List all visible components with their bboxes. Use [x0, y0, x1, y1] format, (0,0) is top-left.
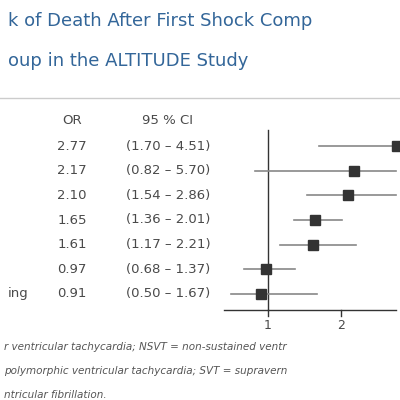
Text: ntricular fibrillation.: ntricular fibrillation.: [4, 390, 107, 400]
Text: (0.82 – 5.70): (0.82 – 5.70): [126, 164, 210, 177]
Text: 1.65: 1.65: [57, 214, 87, 226]
Text: 1: 1: [264, 319, 272, 332]
Text: oup in the ALTITUDE Study: oup in the ALTITUDE Study: [8, 52, 248, 70]
Text: 2.77: 2.77: [57, 140, 87, 153]
Text: 2: 2: [337, 319, 345, 332]
Text: 1.61: 1.61: [57, 238, 87, 251]
Text: OR: OR: [62, 114, 82, 127]
Text: polymorphic ventricular tachycardia; SVT = supravern: polymorphic ventricular tachycardia; SVT…: [4, 366, 287, 376]
Text: r ventricular tachycardia; NSVT = non-sustained ventr: r ventricular tachycardia; NSVT = non-su…: [4, 342, 287, 352]
Text: 0.91: 0.91: [57, 287, 87, 300]
Text: ing: ing: [8, 287, 29, 300]
Text: (1.36 – 2.01): (1.36 – 2.01): [126, 214, 210, 226]
Text: 0.97: 0.97: [57, 263, 87, 276]
Text: 95 % CI: 95 % CI: [142, 114, 194, 127]
Text: (0.50 – 1.67): (0.50 – 1.67): [126, 287, 210, 300]
Text: (1.17 – 2.21): (1.17 – 2.21): [126, 238, 210, 251]
Text: 2.17: 2.17: [57, 164, 87, 177]
Text: (1.70 – 4.51): (1.70 – 4.51): [126, 140, 210, 153]
Text: (0.68 – 1.37): (0.68 – 1.37): [126, 263, 210, 276]
Text: k of Death After First Shock Comp: k of Death After First Shock Comp: [8, 12, 312, 30]
Text: (1.54 – 2.86): (1.54 – 2.86): [126, 189, 210, 202]
Text: 2.10: 2.10: [57, 189, 87, 202]
